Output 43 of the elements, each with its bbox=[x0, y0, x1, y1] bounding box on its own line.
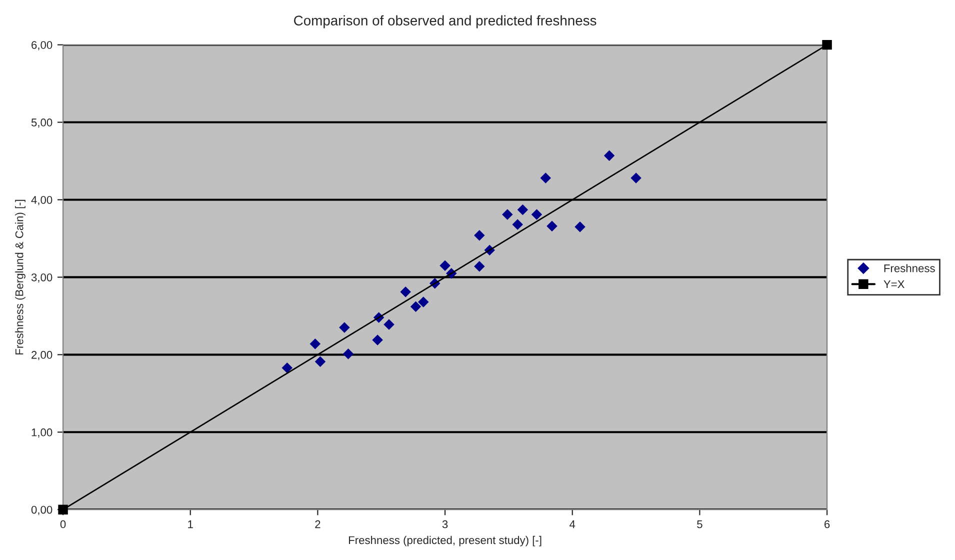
point bbox=[440, 260, 450, 271]
point bbox=[310, 338, 321, 350]
chart-title: Comparison of observed and predicted freshness bbox=[294, 15, 596, 28]
point bbox=[474, 260, 485, 272]
x-tick-label: 3 bbox=[442, 520, 448, 528]
x-tick-label: 5 bbox=[697, 520, 702, 528]
point bbox=[418, 296, 429, 308]
y-tick-label: 4,00 bbox=[31, 196, 52, 206]
point bbox=[540, 172, 552, 184]
point bbox=[410, 301, 422, 312]
point bbox=[604, 150, 615, 161]
x-tick-label: 4 bbox=[570, 520, 576, 528]
y-tick-label: 6,00 bbox=[32, 41, 52, 50]
point bbox=[531, 209, 542, 220]
y-axis-title: Freshness (Berglund & Cain) [-] bbox=[15, 200, 26, 354]
x-axis-title: Freshness (predicted, present study) [-] bbox=[348, 536, 542, 546]
point bbox=[282, 362, 293, 374]
x-tick-label: 2 bbox=[315, 520, 320, 528]
y-tick-label: 1,00 bbox=[32, 428, 52, 438]
point bbox=[384, 319, 394, 330]
x-tick-label: 6 bbox=[824, 520, 830, 528]
legend-label: Y=X bbox=[884, 280, 904, 288]
y-tick-label: 5,00 bbox=[31, 118, 52, 128]
point bbox=[822, 40, 832, 50]
x-tick-label: 1 bbox=[188, 520, 193, 528]
point bbox=[574, 221, 586, 232]
point bbox=[502, 209, 513, 220]
y-tick-label: 0,00 bbox=[31, 506, 52, 516]
legend-label: Freshness bbox=[884, 264, 935, 272]
point bbox=[546, 220, 558, 232]
point bbox=[339, 322, 350, 333]
point bbox=[474, 230, 485, 241]
point bbox=[372, 334, 383, 346]
point bbox=[342, 348, 354, 360]
y-tick-label: 3,00 bbox=[31, 273, 52, 283]
point bbox=[58, 504, 68, 514]
point bbox=[400, 286, 411, 298]
point bbox=[517, 204, 528, 216]
point bbox=[314, 356, 326, 368]
point bbox=[630, 172, 642, 184]
x-tick-label: 0 bbox=[60, 520, 66, 528]
point bbox=[512, 219, 523, 230]
y-tick-label: 2,00 bbox=[32, 350, 52, 360]
